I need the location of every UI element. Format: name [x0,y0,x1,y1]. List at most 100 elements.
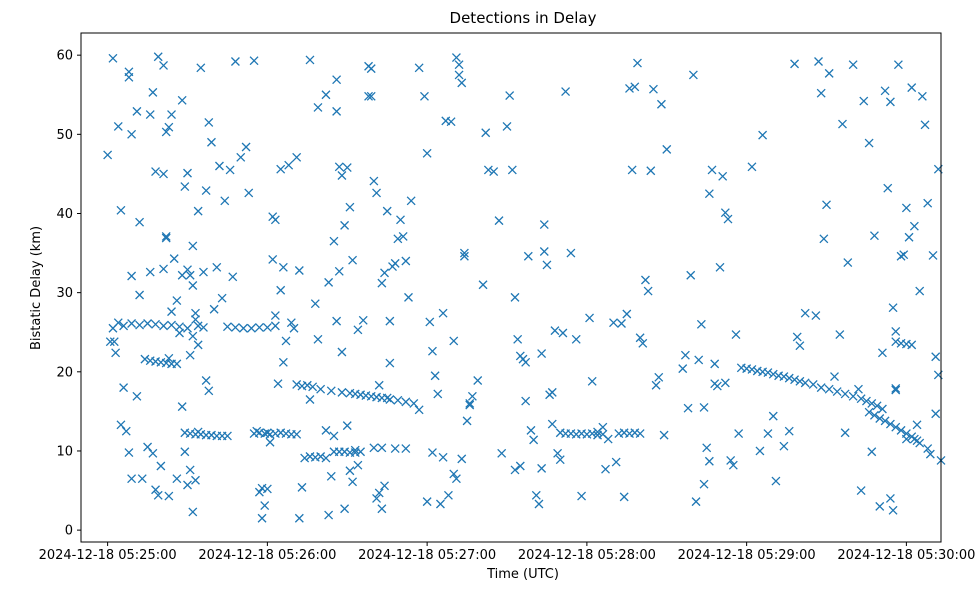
data-point [127,129,137,139]
data-point [467,391,477,401]
y-tick-label: 0 [65,524,73,539]
data-point [212,262,222,272]
data-point [241,142,251,152]
data-point [193,206,203,216]
data-point [332,75,342,85]
data-point [640,275,650,285]
data-point [720,208,730,218]
data-point [297,482,307,492]
data-point [420,91,429,101]
data-point [880,86,890,96]
data-point [534,499,544,509]
data-point [254,323,264,332]
data-point [699,402,709,412]
data-point [109,337,119,347]
data-point [928,250,938,260]
data-point [869,231,879,241]
data-point [547,387,557,397]
data-point [401,397,411,407]
data-point [515,461,525,471]
data-point [276,164,286,174]
data-point [262,323,272,332]
data-point [449,336,459,346]
data-point [262,428,272,438]
y-tick-label: 50 [56,128,73,143]
data-point [531,490,541,500]
data-point [313,102,323,112]
data-point [909,434,919,444]
x-tick-label: 2024-12-18 05:30:00 [837,548,975,563]
data-point [153,490,163,500]
data-point [446,117,456,127]
data-point [191,315,200,325]
data-point [257,513,267,523]
data-point [329,236,339,246]
plot-frame [80,32,942,543]
data-point [143,319,153,328]
data-point [784,373,794,383]
data-point [167,307,176,317]
data-point [875,414,885,423]
data-point [891,383,901,393]
data-point [848,60,858,70]
data-point [159,321,168,331]
data-point [912,420,922,430]
data-point [236,152,246,162]
data-point [648,84,658,94]
data-point [688,70,698,80]
data-point [164,491,174,501]
data-point [617,319,626,328]
data-point [459,248,469,258]
data-point [555,455,565,465]
data-point [217,293,227,303]
data-point [875,501,885,511]
data-point [286,318,296,328]
data-point [191,308,200,318]
data-point [214,161,224,171]
data-point [289,323,299,333]
data-point [185,465,195,475]
data-point [151,485,161,495]
data-point [763,429,773,439]
data-point [731,330,741,340]
data-point [856,394,866,404]
data-point [451,474,461,484]
data-point [188,507,198,517]
data-point [380,481,389,491]
data-point [159,264,168,274]
data-point [832,387,842,397]
data-point [183,168,192,178]
data-point [848,391,858,401]
data-point [651,380,661,390]
data-point [366,91,376,101]
data-point [353,325,363,335]
data-point [678,364,688,374]
data-point [393,395,403,405]
data-point [790,59,800,69]
data-point [321,453,331,463]
data-point [885,97,895,107]
data-point [704,456,714,466]
data-point [710,359,720,369]
data-point [656,99,666,109]
data-point [840,428,850,438]
data-point [222,431,232,441]
data-point [601,464,610,474]
data-point [497,448,507,458]
data-point [254,487,264,497]
data-point [364,91,374,101]
data-point [451,53,461,62]
data-point [438,308,448,318]
data-point [891,337,901,347]
data-point [270,321,280,331]
data-point [321,90,331,100]
data-point [127,319,137,328]
data-point [630,82,640,92]
data-point [824,384,834,394]
data-point [931,409,941,419]
data-point [238,323,248,333]
data-point [406,196,416,206]
data-point [116,420,126,430]
data-point [169,254,179,264]
